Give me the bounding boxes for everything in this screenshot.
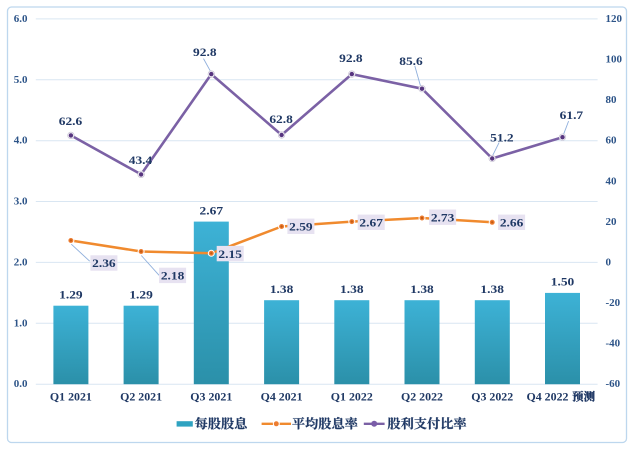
svg-text:-60: -60 [606,378,621,390]
svg-text:Q1 2021: Q1 2021 [50,390,92,404]
svg-text:2.66: 2.66 [500,216,524,230]
svg-text:1.0: 1.0 [14,317,28,329]
svg-text:2.36: 2.36 [92,256,116,270]
svg-text:5.0: 5.0 [14,74,28,86]
svg-text:51.2: 51.2 [490,131,514,145]
svg-text:2.0: 2.0 [14,256,28,268]
svg-text:1.38: 1.38 [270,282,294,296]
svg-text:Q4 2022: Q4 2022 [527,390,569,404]
svg-text:62.8: 62.8 [269,112,293,126]
svg-text:43.4: 43.4 [129,153,153,167]
svg-text:1.50: 1.50 [551,275,575,289]
svg-text:Q2 2022: Q2 2022 [401,390,443,404]
svg-text:40: 40 [606,175,618,187]
svg-text:2.59: 2.59 [289,220,313,234]
svg-text:100: 100 [606,54,623,66]
svg-text:2.18: 2.18 [161,269,185,283]
svg-text:3.0: 3.0 [14,196,28,208]
svg-text:-20: -20 [606,297,621,309]
svg-text:Q4 2021: Q4 2021 [261,390,303,404]
svg-text:2.67: 2.67 [200,203,224,217]
svg-text:Q3 2022: Q3 2022 [471,390,513,404]
svg-text:2.73: 2.73 [431,210,455,224]
svg-text:1.38: 1.38 [480,282,504,296]
svg-text:1.38: 1.38 [340,282,364,296]
svg-text:60: 60 [606,135,618,147]
svg-text:61.7: 61.7 [560,108,584,122]
svg-text:80: 80 [606,94,618,106]
svg-text:92.8: 92.8 [339,51,363,65]
svg-text:1.29: 1.29 [59,288,83,302]
svg-text:1.38: 1.38 [410,282,434,296]
svg-text:Q2 2021: Q2 2021 [120,390,162,404]
svg-text:Q3 2021: Q3 2021 [190,390,232,404]
svg-text:6.0: 6.0 [14,13,28,25]
svg-text:20: 20 [606,216,618,228]
svg-text:1.29: 1.29 [129,288,153,302]
svg-text:0: 0 [606,256,612,268]
svg-text:85.6: 85.6 [399,54,423,68]
svg-text:2.67: 2.67 [359,216,383,230]
svg-text:62.6: 62.6 [59,114,83,128]
svg-text:4.0: 4.0 [14,135,28,147]
svg-text:2.15: 2.15 [218,247,242,261]
svg-text:92.8: 92.8 [193,45,217,59]
svg-text:-40: -40 [606,338,621,350]
svg-text:120: 120 [606,13,623,25]
svg-text:0.0: 0.0 [14,378,28,390]
svg-text:Q1 2022: Q1 2022 [331,390,373,404]
